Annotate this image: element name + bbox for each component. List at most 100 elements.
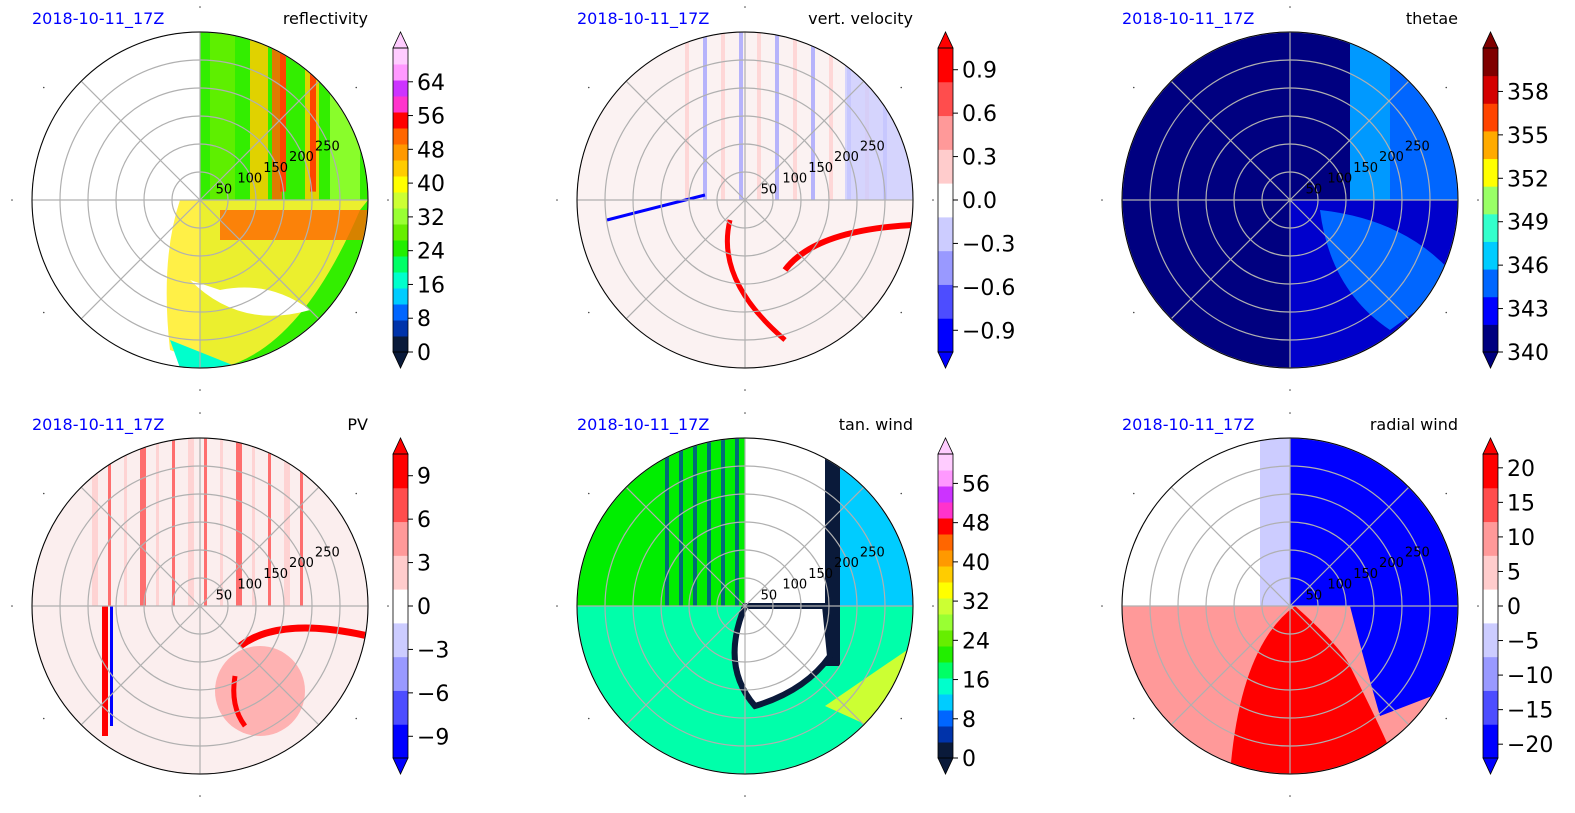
radial-tick-label: 250 [860, 139, 885, 154]
radial-tick-label: 250 [315, 545, 340, 560]
colorbar-segment [1483, 213, 1498, 242]
colorbar-tick-label: 9 [417, 465, 431, 490]
radial-tick-label: 150 [263, 161, 288, 176]
radial-tick-label: 200 [1379, 556, 1404, 571]
colorbar-segment [1483, 454, 1498, 489]
colorbar-frame [937, 453, 954, 759]
colorbar: −20 −15 −10 −5 0 5 10 15 20 [1482, 437, 1553, 775]
angle-tick-mark [199, 6, 201, 8]
colorbar-segment [1483, 241, 1498, 270]
angle-tick-mark [42, 717, 45, 720]
angle-tick-mark [1132, 717, 1135, 720]
colorbar-segment [1483, 589, 1498, 624]
angular-gridline [1289, 605, 1410, 726]
angle-tick-mark [355, 311, 358, 314]
radial-tick-label: 200 [289, 150, 314, 165]
colorbar-extend-min [392, 351, 409, 369]
angular-gridline [625, 199, 746, 320]
angle-tick-mark [1132, 311, 1135, 314]
colorbar-tick-label: −10 [1507, 664, 1553, 689]
colorbar-tick-label: 0 [417, 595, 431, 620]
radial-tick-label: 150 [263, 567, 288, 582]
date-title: 2018-10-11_17Z [32, 9, 164, 29]
date-title: 2018-10-11_17Z [1122, 415, 1254, 435]
colorbar-segment [938, 710, 953, 727]
radial-tick-label: 50 [216, 588, 233, 603]
colorbar-segment [393, 176, 408, 193]
field-title: PV [347, 415, 368, 434]
colorbar-segment [938, 149, 953, 184]
angle-tick-mark [744, 389, 746, 391]
colorbar: 0 8 16 24 32 40 48 56 [937, 437, 990, 775]
colorbar-tick-label: 48 [962, 512, 990, 537]
angle-tick-mark [1101, 605, 1103, 607]
colorbar-tick-label: 349 [1507, 211, 1549, 236]
angular-gridline [80, 486, 201, 607]
colorbar-segment [1483, 690, 1498, 725]
angle-tick-mark [199, 389, 201, 391]
radial-tick-label: 50 [1306, 588, 1323, 603]
colorbar-tick-label: 346 [1507, 254, 1549, 279]
colorbar-tick-label: 16 [962, 669, 990, 694]
radial-tick-label: 50 [216, 182, 233, 197]
colorbar-segment [393, 112, 408, 129]
colorbar-tick-label: 20 [1507, 457, 1535, 482]
colorbar-segment [938, 454, 953, 471]
radial-tick-label: 250 [315, 139, 340, 154]
angle-tick-mark [1132, 492, 1135, 495]
colorbar-tick-label: −9 [417, 725, 449, 750]
colorbar-tick-label: 64 [417, 71, 445, 96]
angular-gridline [744, 199, 865, 320]
colorbar-tick-label: 0.6 [962, 102, 997, 127]
angular-gridline [744, 80, 865, 201]
colorbar-extend-max [937, 437, 954, 455]
colorbar-segment [393, 656, 408, 691]
colorbar-segment [393, 521, 408, 556]
colorbar-segment [938, 678, 953, 695]
angle-tick-mark [587, 86, 590, 89]
colorbar-segment [938, 183, 953, 218]
date-title: 2018-10-11_17Z [577, 9, 709, 29]
angle-tick-mark [387, 199, 389, 201]
colorbar-extend-max [1482, 437, 1499, 455]
colorbar-tick-label: 10 [1507, 526, 1535, 551]
field-title: tan. wind [839, 415, 913, 434]
polar-frame [1121, 31, 1459, 369]
colorbar-segment [393, 272, 408, 289]
colorbar-tick-label: −0.3 [962, 232, 1015, 257]
colorbar-segment [1483, 555, 1498, 590]
colorbar-segment [938, 550, 953, 567]
colorbar-extend-min [937, 757, 954, 775]
angle-tick-mark [11, 199, 13, 201]
polar-frame [31, 31, 369, 369]
colorbar-tick-label: −3 [417, 638, 449, 663]
colorbar-segment [1483, 48, 1498, 77]
colorbar: 340 343 346 349 352 355 358 [1482, 31, 1549, 369]
colorbar-segment [938, 502, 953, 519]
angle-tick-mark [11, 605, 13, 607]
colorbar-segment [1483, 103, 1498, 132]
colorbar-segment [393, 487, 408, 523]
colorbar-segment [1483, 158, 1498, 187]
angle-tick-mark [900, 717, 903, 720]
polar-frame [31, 437, 369, 775]
colorbar-tick-label: −15 [1507, 699, 1553, 724]
colorbar-segment [938, 81, 953, 117]
radial-tick-label: 100 [1327, 578, 1352, 593]
colorbar-segment [938, 662, 953, 679]
radial-tick-label: 50 [761, 588, 778, 603]
radial-tick-label: 50 [1306, 182, 1323, 197]
colorbar-tick-label: 15 [1507, 491, 1535, 516]
colorbar-segment [938, 486, 953, 503]
radial-tick-label: 250 [860, 545, 885, 560]
colorbar-segment [393, 256, 408, 273]
colorbar-segment [393, 724, 408, 759]
colorbar-tick-label: 8 [417, 307, 431, 332]
angular-gridline [1289, 199, 1410, 320]
colorbar: −0.9 −0.6 −0.3 0.0 0.3 0.6 0.9 [937, 31, 1015, 369]
colorbar-frame [1482, 47, 1499, 353]
polar-frame [576, 437, 914, 775]
angle-tick-mark [1445, 86, 1448, 89]
